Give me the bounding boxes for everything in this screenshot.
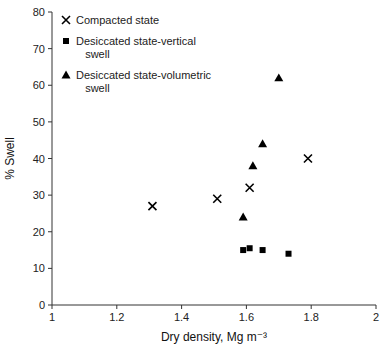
plot-area bbox=[148, 73, 312, 256]
legend-marker bbox=[62, 71, 71, 79]
y-axis-label: % Swell bbox=[3, 137, 17, 180]
x-tick-label: 1.4 bbox=[174, 311, 189, 323]
y-tick-label: 80 bbox=[33, 6, 45, 18]
legend: Compacted state Desiccated state-vertical… bbox=[62, 14, 212, 94]
x-tick bbox=[116, 305, 117, 309]
y-tick-label: 10 bbox=[33, 262, 45, 274]
point bbox=[213, 195, 221, 203]
x-axis-line bbox=[52, 305, 376, 306]
y-tick bbox=[48, 195, 52, 196]
x-tick-label: 2 bbox=[373, 311, 379, 323]
y-tick bbox=[48, 12, 52, 13]
legend-marker bbox=[62, 16, 70, 24]
point bbox=[258, 139, 267, 147]
y-tick-label: 50 bbox=[33, 116, 45, 128]
y-tick-label: 20 bbox=[33, 226, 45, 238]
legend-label: Compacted state bbox=[76, 14, 159, 26]
x-tick bbox=[52, 305, 53, 309]
legend-label: Desiccated state-volumetric swell bbox=[76, 69, 212, 94]
y-tick-label: 60 bbox=[33, 79, 45, 91]
y-tick-label: 40 bbox=[33, 153, 45, 165]
y-tick bbox=[48, 85, 52, 86]
series bbox=[240, 245, 291, 256]
x-tick bbox=[246, 305, 247, 309]
legend-label: Desiccated state-vertical swell bbox=[76, 35, 196, 60]
y-tick-label: 70 bbox=[33, 43, 45, 55]
y-tick bbox=[48, 305, 52, 306]
series bbox=[148, 155, 312, 211]
point bbox=[286, 251, 292, 257]
y-tick-label: 0 bbox=[39, 299, 45, 311]
x-tick-label: 1.6 bbox=[239, 311, 254, 323]
x-tick-label: 1.8 bbox=[304, 311, 319, 323]
x-tick-label: 1 bbox=[49, 311, 55, 323]
series bbox=[239, 73, 284, 220]
x-axis-label: Dry density, Mg m⁻³ bbox=[161, 330, 267, 344]
x-tick bbox=[311, 305, 312, 309]
point bbox=[248, 161, 257, 169]
y-tick bbox=[48, 268, 52, 269]
x-tick-label: 1.2 bbox=[109, 311, 124, 323]
point bbox=[239, 213, 248, 221]
y-tick-label: 30 bbox=[33, 189, 45, 201]
y-tick bbox=[48, 121, 52, 122]
legend-marker bbox=[63, 38, 69, 44]
point bbox=[304, 155, 312, 163]
point bbox=[260, 247, 266, 253]
point bbox=[246, 184, 254, 192]
y-tick bbox=[48, 48, 52, 49]
point bbox=[148, 202, 156, 210]
axes: 11.21.41.61.8201020304050607080 bbox=[33, 6, 379, 323]
x-tick bbox=[376, 305, 377, 309]
point bbox=[240, 247, 246, 253]
point bbox=[274, 73, 283, 81]
y-tick bbox=[48, 158, 52, 159]
x-tick bbox=[181, 305, 182, 309]
y-tick bbox=[48, 231, 52, 232]
point bbox=[247, 245, 253, 251]
chart: 11.21.41.61.8201020304050607080Dry densi… bbox=[0, 0, 392, 351]
